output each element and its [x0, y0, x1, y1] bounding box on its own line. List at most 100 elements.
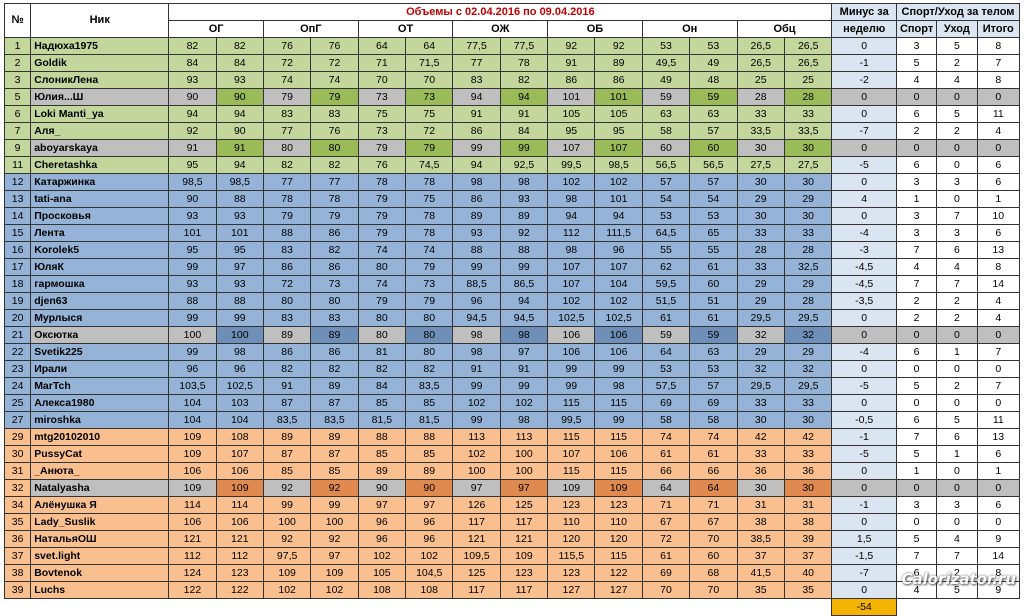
measure-cell: 53 [641, 207, 691, 225]
table-row: 16 Korolek5 95 95 83 82 74 74 88 88 98 96 55 55 28 28 -3… [3, 241, 1021, 259]
sport-cell: 6 [895, 105, 938, 123]
measure-cell: 28 [783, 292, 833, 310]
measure-cell: 100 [499, 462, 549, 480]
care-cell: 1 [936, 445, 978, 463]
measure-cell: 29 [783, 343, 833, 361]
measure-cell: 65 [689, 224, 738, 242]
measure-cell: 98 [594, 377, 643, 395]
care-cell: 2 [936, 54, 978, 72]
measure-cell: 102,5 [594, 309, 643, 327]
sport-cell: 5 [895, 530, 938, 548]
measure-cell: 99,5 [547, 156, 596, 174]
measure-cell: 72 [405, 122, 454, 140]
measure-cell: 95 [594, 122, 643, 140]
sport-cell: 6 [895, 343, 938, 361]
measure-cell: 53 [641, 37, 691, 55]
measure-cell: 73 [357, 122, 407, 140]
measure-cell: 110 [594, 513, 643, 531]
measure-cell: 75 [357, 105, 407, 123]
care-cell: 2 [936, 292, 978, 310]
measure-cell: 86 [262, 258, 312, 276]
total-cell: 0 [976, 394, 1021, 412]
measure-cell: 123 [547, 496, 596, 514]
measure-cell: 86 [452, 190, 501, 208]
measure-cell: 99 [310, 496, 359, 514]
measure-cell: 28 [736, 241, 785, 259]
measure-cell: 97 [452, 479, 501, 497]
measure-cell: 38 [783, 513, 833, 531]
measure-cell: 29,5 [783, 309, 833, 327]
minus-cell: 0 [831, 479, 897, 497]
measure-cell: 81 [357, 343, 407, 361]
measure-cell: 102,5 [215, 377, 264, 395]
measure-cell: 37 [783, 547, 833, 565]
measure-cell: 92 [594, 37, 643, 55]
measure-cell: 107 [547, 139, 596, 157]
row-number: 9 [3, 139, 32, 157]
table-row: 6 Loki Manti_ya 94 94 83 83 75 75 91 91 105 105 63 63… [3, 105, 1021, 123]
total-cell: 8 [976, 258, 1021, 276]
measure-cell: 29,5 [783, 377, 833, 395]
measure-cell: 56,5 [641, 156, 691, 174]
measure-cell: 97 [499, 479, 549, 497]
measure-cell: 97 [499, 343, 549, 361]
measure-cell: 102 [405, 547, 454, 565]
measurements-table: № Ник Объемы с 02.04.2016 по 09.04.2016 … [3, 3, 1021, 616]
measure-cell: 126 [452, 496, 501, 514]
measure-cell: 49 [641, 71, 691, 89]
measure-cell: 78 [499, 54, 549, 72]
measure-cell: 88 [168, 292, 217, 310]
measure-cell: 91 [452, 105, 501, 123]
measure-cell: 100 [452, 462, 501, 480]
table-row: 25 Алекса1980 104 103 87 87 85 85 102 102 115 115 69… [3, 394, 1021, 412]
measure-cell: 64 [357, 37, 407, 55]
measure-cell: 104 [168, 411, 217, 429]
nick-cell: Лента [30, 224, 170, 242]
sport-cell: 3 [895, 173, 938, 191]
row-number: 30 [3, 445, 32, 463]
measure-cell: 88 [262, 224, 312, 242]
measure-cell: 98,5 [215, 173, 264, 191]
measure-cell: 80 [310, 139, 359, 157]
measure-cell: 111,5 [594, 224, 643, 242]
minus-cell: -3 [831, 241, 897, 259]
measure-cell: 61 [689, 445, 738, 463]
total-cell: 6 [976, 156, 1021, 174]
row-number: 25 [3, 394, 32, 412]
measure-cell: 83 [452, 71, 501, 89]
measure-cell: 31 [783, 496, 833, 514]
measure-cell: 114 [168, 496, 217, 514]
nick-cell: Svetik225 [30, 343, 170, 361]
num-header: № [3, 3, 32, 38]
measure-cell: 60 [689, 547, 738, 565]
measure-cell: 112 [168, 547, 217, 565]
measure-cell: 53 [689, 207, 738, 225]
minus-cell: 0 [831, 581, 897, 599]
minus-cell: -4 [831, 224, 897, 242]
measure-cell: 127 [547, 581, 596, 599]
measure-cell: 30 [736, 173, 785, 191]
measure-cell: 93 [215, 71, 264, 89]
measure-cell: 117 [452, 513, 501, 531]
measure-cell: 95 [168, 156, 217, 174]
sport-group-header: Спорт/Уход за телом [895, 3, 1021, 21]
measure-cell: 33 [736, 258, 785, 276]
nick-cell: Bovtenok [30, 564, 170, 582]
measure-cell: 80 [357, 326, 407, 344]
measure-cell: 98 [215, 343, 264, 361]
measure-cell: 78 [357, 173, 407, 191]
measure-cell: 70 [405, 71, 454, 89]
measure-cell: 102 [594, 173, 643, 191]
minus-cell: 0 [831, 462, 897, 480]
footer-spacer [5, 599, 832, 616]
table-row: 27 miroshka 104 104 83,5 83,5 81,5 81,5 99 98 99,5… [3, 411, 1021, 429]
total-cell: 1 [976, 462, 1021, 480]
minus-cell: -5 [831, 445, 897, 463]
measure-cell: 102 [594, 292, 643, 310]
measure-cell: 90 [357, 479, 407, 497]
measure-cell: 115 [547, 428, 596, 446]
measure-cell: 123 [547, 564, 596, 582]
minus-cell: -1 [831, 428, 897, 446]
measure-cell: 92 [310, 479, 359, 497]
care-cell: 0 [936, 326, 978, 344]
